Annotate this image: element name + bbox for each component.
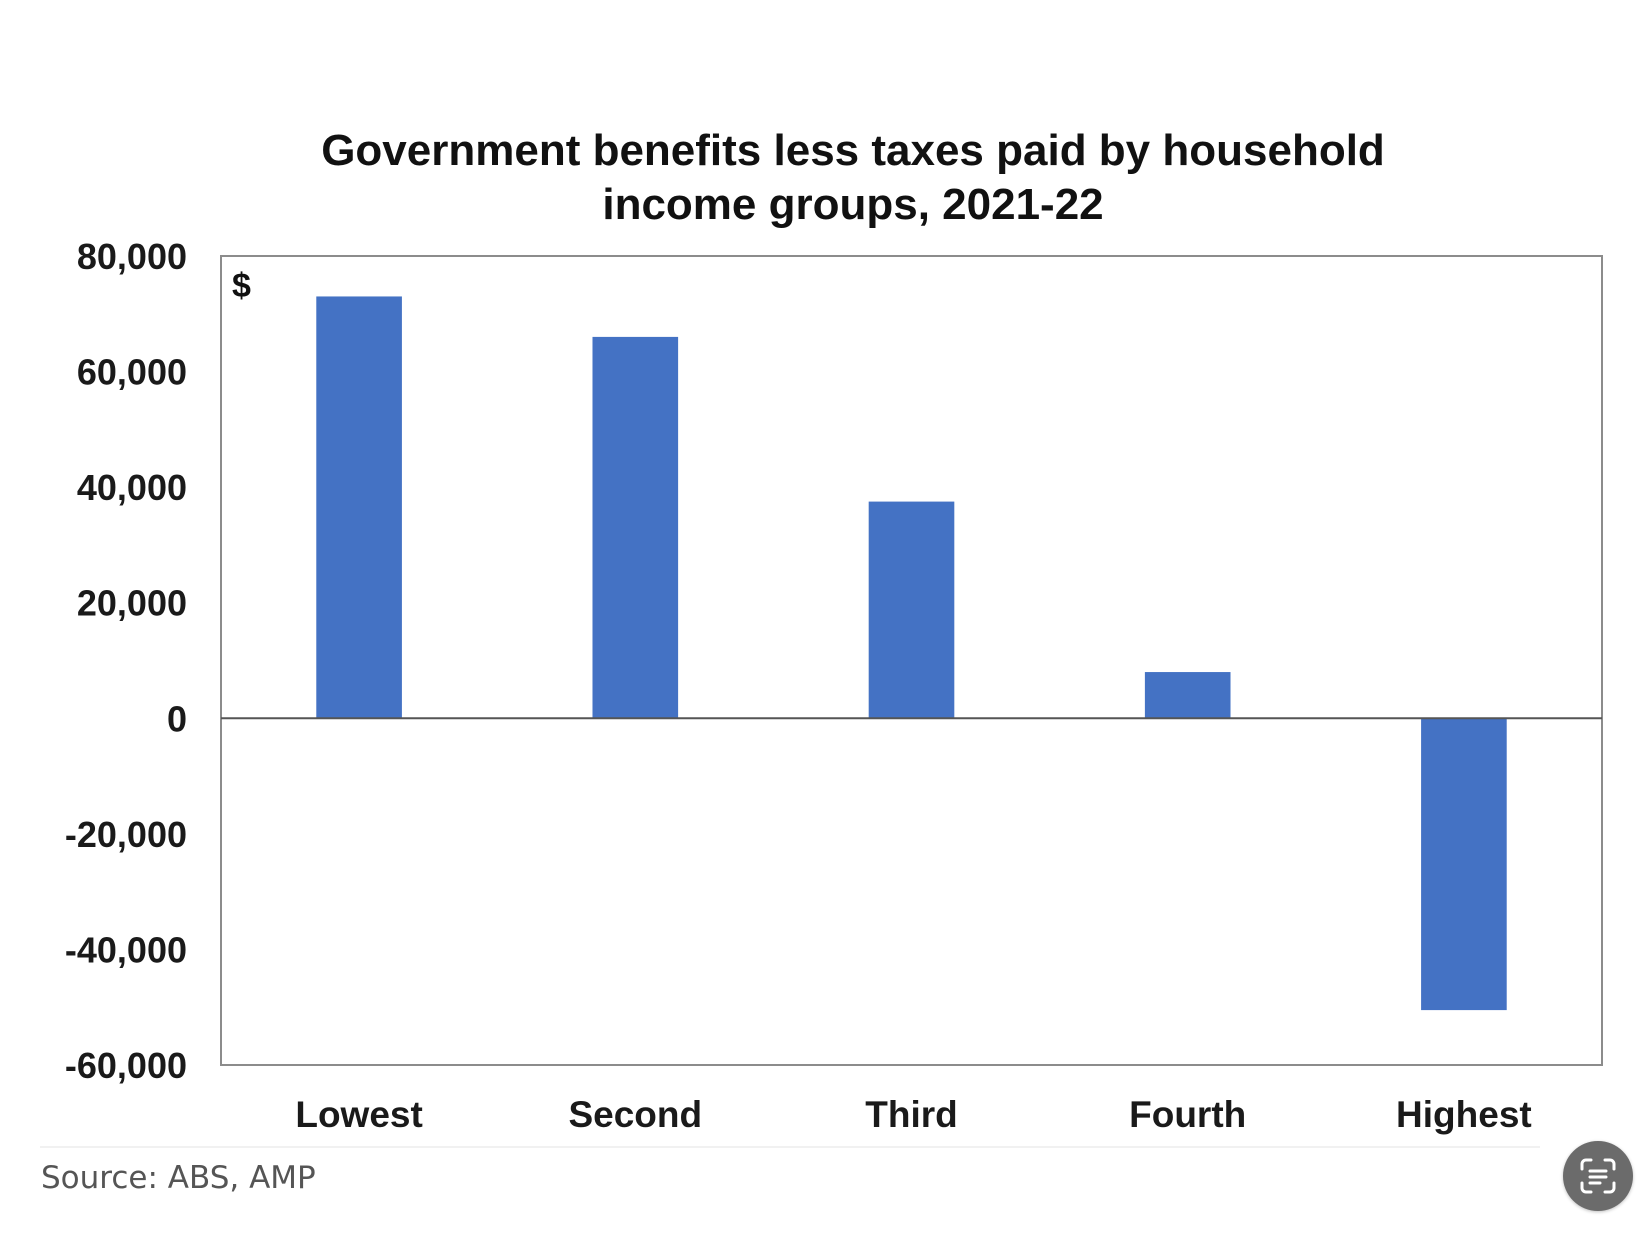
plot-frame — [220, 255, 1603, 1066]
x-tick-label-highest: Highest — [1396, 1094, 1532, 1135]
text-scan-button[interactable] — [1563, 1141, 1633, 1211]
y-tick-label: 0 — [167, 698, 187, 739]
bar-lowest — [316, 296, 402, 719]
bar-third — [868, 501, 955, 719]
chart-title-line-1: Government benefits less taxes paid by h… — [321, 126, 1385, 175]
y-tick-label: 60,000 — [77, 352, 187, 393]
bar-second — [592, 336, 679, 719]
bars-layer — [316, 296, 1507, 1011]
y-unit-label: $ — [232, 267, 251, 305]
bar-highest — [1421, 718, 1507, 1011]
source-text: Source: ABS, AMP — [41, 1160, 316, 1196]
y-axis-ticks: 80,000 60,000 40,000 20,000 0 -20,000 -40,000 -… — [65, 236, 187, 1086]
y-tick-label: 20,000 — [77, 583, 187, 624]
chart-title-line-2: income groups, 2021-22 — [602, 180, 1103, 229]
x-tick-label-fourth: Fourth — [1129, 1094, 1246, 1135]
text-scan-icon — [1580, 1158, 1616, 1194]
x-tick-label-third: Third — [865, 1094, 957, 1135]
x-tick-label-second: Second — [568, 1094, 702, 1135]
y-tick-label: 80,000 — [77, 236, 187, 277]
source-divider — [40, 1146, 1540, 1148]
bar-fourth — [1144, 672, 1231, 719]
x-tick-label-lowest: Lowest — [295, 1094, 422, 1135]
y-tick-label: -20,000 — [65, 814, 187, 855]
y-tick-label: -40,000 — [65, 929, 187, 970]
y-tick-label: -60,000 — [65, 1045, 187, 1086]
y-tick-label: 40,000 — [77, 467, 187, 508]
x-axis-labels: Lowest Second Third Fourth Highest — [295, 1094, 1531, 1135]
